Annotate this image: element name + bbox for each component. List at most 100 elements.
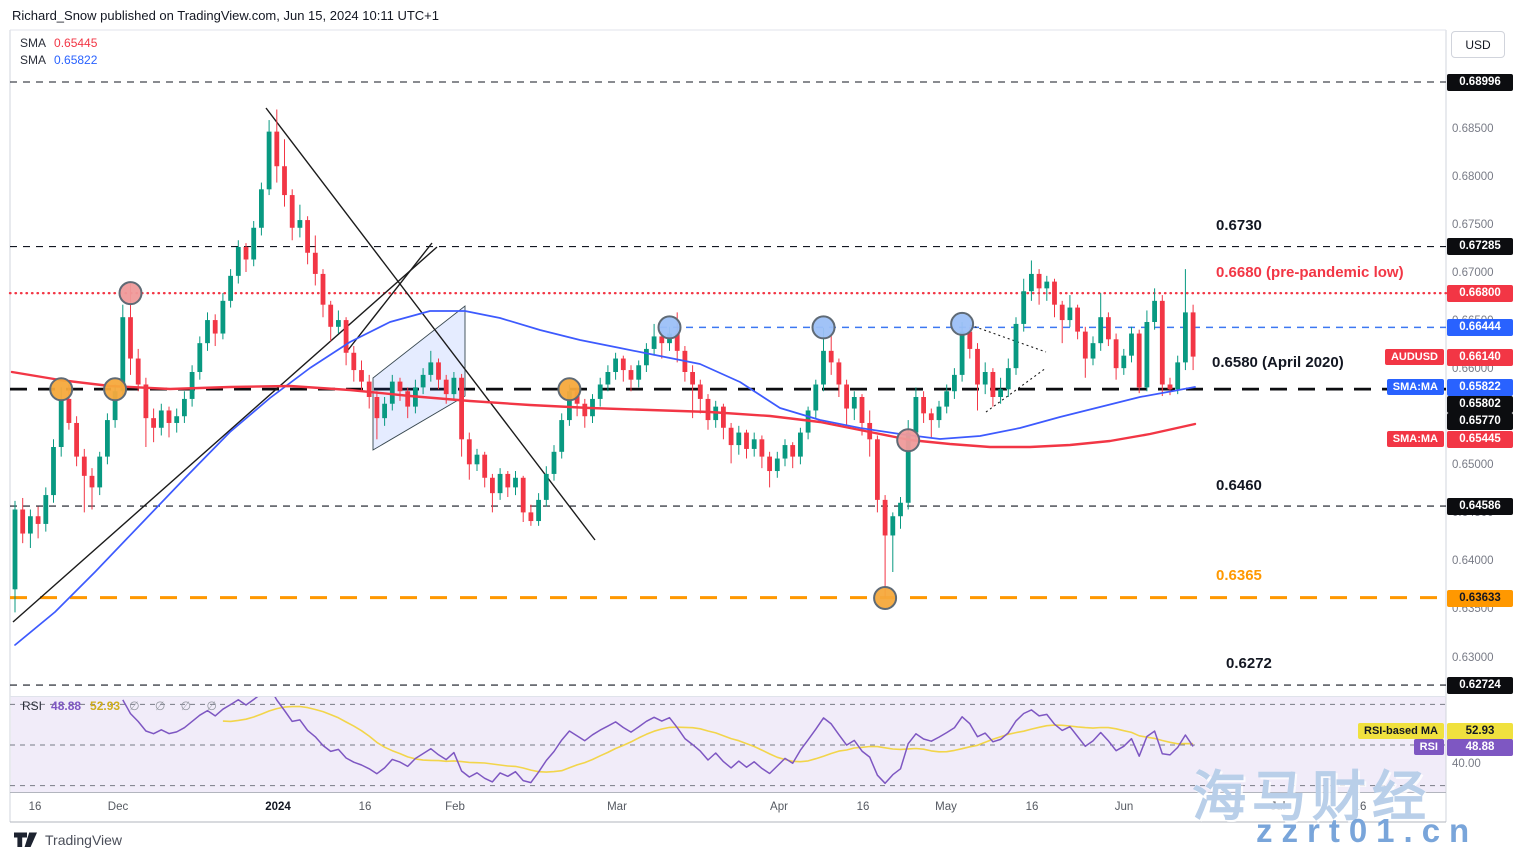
candle-body <box>821 350 826 385</box>
candle-body <box>74 422 79 457</box>
event-marker-circle[interactable] <box>49 377 74 402</box>
candle-body <box>582 403 588 417</box>
candle-body <box>944 391 950 407</box>
candle-body <box>697 384 703 399</box>
event-marker-circle[interactable] <box>103 377 128 402</box>
candle-body <box>128 317 133 359</box>
price-axis-plate: 0.66140 <box>1447 348 1513 366</box>
candle-body <box>197 343 203 373</box>
rsi-ma-line[interactable] <box>222 705 1194 773</box>
candle-body <box>205 320 210 344</box>
candle-body <box>420 374 426 388</box>
price-axis-tick: 0.67500 <box>1452 219 1494 231</box>
price-axis-plate: 48.88 <box>1447 738 1513 756</box>
candle-body <box>266 131 272 190</box>
candle-body <box>613 358 618 373</box>
candle-body <box>828 350 834 363</box>
rsi-label: RSI <box>22 699 43 713</box>
price-axis-plate: 0.65770 <box>1447 412 1513 430</box>
price-axis-plate: 0.65445 <box>1447 430 1513 448</box>
event-marker-circle[interactable] <box>811 315 836 340</box>
candle-body <box>1036 273 1042 289</box>
candle-body <box>405 391 411 407</box>
level-annotation-label: 0.6365 <box>1216 567 1262 584</box>
candle-body <box>559 420 565 452</box>
candle-body <box>705 398 711 421</box>
sma-slow-value: 0.65822 <box>54 52 98 67</box>
candle-body <box>474 454 480 465</box>
series-name-tag: RSI-based MA <box>1358 723 1444 739</box>
candle-body <box>1190 312 1196 357</box>
candle-body <box>813 384 819 411</box>
currency-toggle-button[interactable]: USD <box>1451 31 1505 58</box>
publication-header: Richard_Snow published on TradingView.co… <box>12 8 439 23</box>
sma-fast-line[interactable] <box>10 370 1197 449</box>
candle-body <box>1106 317 1111 340</box>
event-marker-circle[interactable] <box>950 311 975 336</box>
candle-body <box>466 439 472 465</box>
candle-body <box>905 432 911 503</box>
candle-body <box>1044 281 1050 289</box>
event-marker-circle[interactable] <box>118 281 143 306</box>
candle-body <box>567 391 572 421</box>
candle-body <box>382 403 387 419</box>
candle-body <box>774 458 780 472</box>
trendline-drawing[interactable] <box>347 242 433 351</box>
time-axis-tick: 16 <box>28 801 42 813</box>
trendline-drawing[interactable] <box>265 107 596 541</box>
candle-body <box>844 384 849 409</box>
series-name-tag: RSI <box>1413 739 1444 755</box>
event-marker-circle[interactable] <box>873 585 898 610</box>
rsi-legend: RSI 48.88 52.93 ∅ ∅ ∅ ∅ <box>22 699 223 713</box>
rsi-line[interactable] <box>122 686 1194 785</box>
candle-body <box>959 331 965 375</box>
price-axis-tick: 40.00 <box>1452 758 1481 770</box>
level-annotation-label: 0.6730 <box>1216 217 1262 234</box>
price-axis-plate: 0.64586 <box>1447 497 1513 515</box>
candle-body <box>1167 384 1173 390</box>
candle-body <box>112 391 118 421</box>
trendline-drawing[interactable] <box>12 246 438 623</box>
candle-body <box>174 416 180 423</box>
candle-body <box>482 454 488 478</box>
candle-body <box>320 273 326 305</box>
candle-body <box>620 358 626 371</box>
flag-pattern-drawing[interactable] <box>372 305 466 451</box>
time-axis-tick: Feb <box>445 801 465 813</box>
candle-body <box>35 516 41 524</box>
candle-body <box>1113 339 1119 369</box>
candle-body <box>12 509 18 590</box>
candle-body <box>1067 307 1073 321</box>
sma-slow-line[interactable] <box>14 310 1196 646</box>
tradingview-logo[interactable]: TradingView <box>14 830 122 850</box>
candle-body <box>659 336 665 344</box>
trendline-drawing[interactable] <box>969 324 1047 353</box>
candle-body <box>451 377 457 395</box>
candle-body <box>836 362 842 385</box>
candle-body <box>898 502 903 517</box>
candle-body <box>1082 331 1088 359</box>
candle-body <box>359 370 364 382</box>
time-axis-tick: May <box>935 801 957 813</box>
candle-body <box>551 451 557 474</box>
event-marker-circle[interactable] <box>557 377 582 402</box>
candle-body <box>782 445 788 459</box>
candle-body <box>58 398 64 448</box>
candle-body <box>1121 355 1127 369</box>
candle-body <box>182 398 187 417</box>
event-marker-circle[interactable] <box>657 315 682 340</box>
candle-body <box>1183 312 1188 363</box>
event-marker-circle[interactable] <box>896 428 921 453</box>
price-axis-tick: 0.65000 <box>1452 459 1494 471</box>
candle-body <box>859 397 865 423</box>
candle-body <box>1090 343 1096 359</box>
candle-body <box>967 331 973 349</box>
candle-body <box>628 370 634 380</box>
candle-body <box>243 247 249 260</box>
candle-body <box>528 512 534 522</box>
price-axis-plate: 0.67285 <box>1447 237 1513 255</box>
candle-body <box>120 317 126 392</box>
candle-body <box>51 447 56 496</box>
candle-body <box>975 348 980 385</box>
